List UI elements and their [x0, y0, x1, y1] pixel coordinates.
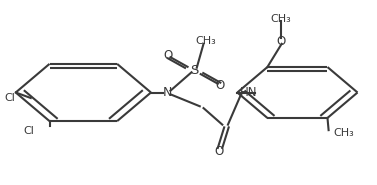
Text: CH₃: CH₃ [333, 128, 354, 138]
Text: O: O [163, 49, 172, 62]
Text: Cl: Cl [5, 93, 16, 103]
Text: O: O [276, 35, 285, 48]
Text: CH₃: CH₃ [195, 36, 216, 46]
Text: Cl: Cl [24, 126, 35, 136]
Text: O: O [214, 145, 224, 158]
Text: O: O [216, 79, 225, 92]
Text: N: N [163, 86, 173, 99]
Text: CH₃: CH₃ [270, 14, 291, 24]
Text: S: S [190, 64, 198, 77]
Text: HN: HN [240, 86, 257, 99]
